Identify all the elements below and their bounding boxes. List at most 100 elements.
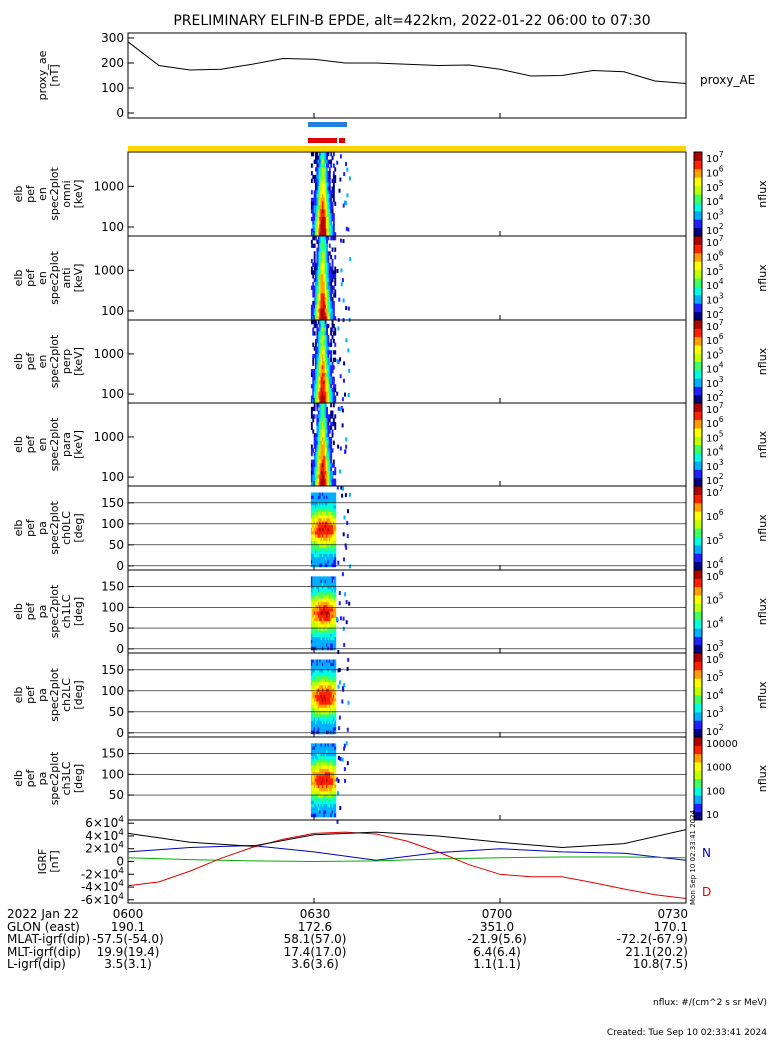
ylabel-line: [keV] xyxy=(72,180,85,209)
colorbar-tick-label: 104 xyxy=(706,687,724,702)
ytick-label: 100 xyxy=(101,517,124,531)
ephemeris-value: 19.9(19.4) xyxy=(96,944,160,959)
ephemeris-value: 0600 xyxy=(112,907,144,921)
colorbar-tick-label: 104 xyxy=(706,277,724,292)
ylabel-line: elb xyxy=(12,186,25,203)
colorbar-tick-label: 100 xyxy=(706,786,725,797)
ytick-label: 1000 xyxy=(93,179,124,193)
ae-indicator-bars xyxy=(128,122,686,151)
ytick-label: 150 xyxy=(101,496,124,510)
ephemeris-label: MLT-igrf(dip) xyxy=(7,944,81,959)
colorbar-label: nflux xyxy=(756,347,769,375)
side-stamp: Mon Sep 10 02:33:41 2024 xyxy=(689,809,697,905)
colorbar-label: nflux xyxy=(756,597,769,625)
ylabel-line: IGRF xyxy=(36,849,49,875)
ytick-label: 4×104 xyxy=(85,828,124,843)
colorbar-tick-label: 105 xyxy=(706,179,724,194)
ephemeris-value: 6.4(6.4) xyxy=(473,944,521,959)
colorbar-tick-label: 106 xyxy=(706,248,724,263)
ylabel-line: pef xyxy=(24,769,37,788)
colorbar-tick-label: 104 xyxy=(706,193,724,208)
series-line xyxy=(127,829,687,849)
ytick-label: 50 xyxy=(109,788,124,802)
ylabel-line: proxy_ae xyxy=(36,50,49,100)
ylabel-line: ch0LC xyxy=(60,511,73,545)
colorbar-tick-label: 10 xyxy=(706,810,719,821)
ephemeris-value: -72.2(-67.9) xyxy=(616,932,688,946)
ylabel-line: en xyxy=(36,187,49,201)
ytick-label: 0 xyxy=(116,642,124,656)
ylabel-line: elb xyxy=(12,270,25,287)
colorbar-tick-label: 104 xyxy=(706,615,724,630)
ephemeris-value: 17.4(17.0) xyxy=(283,944,347,959)
ylabel-line: spec2plot xyxy=(48,251,61,305)
ephemeris-value: 351.0 xyxy=(479,919,515,934)
ephemeris-label: L-igrf(dip) xyxy=(7,957,66,971)
ylabel-line: para xyxy=(60,432,73,457)
colorbar-tick-label: 105 xyxy=(706,592,724,607)
ylabel-line: perp xyxy=(60,349,73,374)
colorbar-tick-label: 106 xyxy=(706,164,724,179)
ytick-label: 100 xyxy=(101,684,124,698)
colorbar-tick-label: 105 xyxy=(706,346,724,361)
colorbar-tick-label: 105 xyxy=(706,669,724,684)
plot-frame xyxy=(127,402,687,487)
colorbar-label: nflux xyxy=(756,764,769,792)
ylabel-line: spec2plot xyxy=(48,501,61,555)
ylabel-line: spec2plot xyxy=(48,167,61,221)
colorbar: 10 100 1000 10000 nflux xyxy=(693,736,769,821)
colorbar-tick-label: 103 xyxy=(706,458,724,473)
ylabel-line: spec2plot xyxy=(48,751,61,805)
ephemeris-label: GLON (east) xyxy=(7,919,80,934)
ylabel-line: pa xyxy=(36,772,49,786)
ylabel-line: en xyxy=(36,271,49,285)
ylabel-line: pef xyxy=(24,352,37,371)
ylabel-line: [deg] xyxy=(72,680,85,709)
ytick-label: 1000 xyxy=(93,347,124,361)
ylabel-line: pef xyxy=(24,268,37,287)
colorbar-tick-label: 103 xyxy=(706,208,724,223)
colorbar-tick-label: 106 xyxy=(706,332,724,347)
ylabel-line: [deg] xyxy=(72,764,85,793)
ylabel-line: [nT] xyxy=(48,850,61,872)
ylabel-line: omni xyxy=(60,180,73,207)
colorbar-tick-label: 104 xyxy=(706,361,724,376)
ylabel-line: pef xyxy=(24,602,37,621)
heatmap-cells xyxy=(310,236,352,323)
ylabel-line: elb xyxy=(12,520,25,537)
ylabel-line: spec2plot xyxy=(48,417,61,471)
ephemeris-value: -57.5(-54.0) xyxy=(92,932,164,946)
heatmap-cells xyxy=(310,152,351,237)
ylabel-line: spec2plot xyxy=(48,334,61,388)
panel-spec-perp: 100 1000 elb pef en spec2plot perp [keV] 1021031… xyxy=(12,318,769,404)
colorbar-tick-label: 103 xyxy=(706,705,724,720)
plot-frame xyxy=(127,151,687,237)
ytick-label: 100 xyxy=(101,600,124,614)
ylabel-line: elb xyxy=(12,603,25,620)
ephemeris-value: 172.6 xyxy=(297,919,333,934)
ylabel-line: ch2LC xyxy=(60,678,73,712)
ephemeris-value: 0730 xyxy=(657,907,688,921)
heatmap-cells xyxy=(310,657,350,735)
ytick-label: 150 xyxy=(101,663,124,677)
colorbar-label: nflux xyxy=(756,180,769,208)
ephemeris-value: 0630 xyxy=(299,907,331,921)
colorbar-label: nflux xyxy=(756,681,769,709)
ylabel-line: spec2plot xyxy=(48,668,61,722)
ephemeris-label: 2022 Jan 22 xyxy=(7,907,79,921)
colorbar-tick-label: 102 xyxy=(706,723,724,738)
heatmap-cells xyxy=(310,741,349,824)
ylabel-line: ch1LC xyxy=(60,594,73,628)
ylabel-line: pef xyxy=(24,435,37,454)
ytick-label: 100 xyxy=(101,387,124,401)
heatmap-cells xyxy=(310,572,351,654)
red-bar-a xyxy=(308,138,337,143)
ytick-label: 0 xyxy=(116,855,124,869)
panel-spec-para: 100 1000 elb pef en spec2plot para [keV] 1021031… xyxy=(12,401,769,490)
